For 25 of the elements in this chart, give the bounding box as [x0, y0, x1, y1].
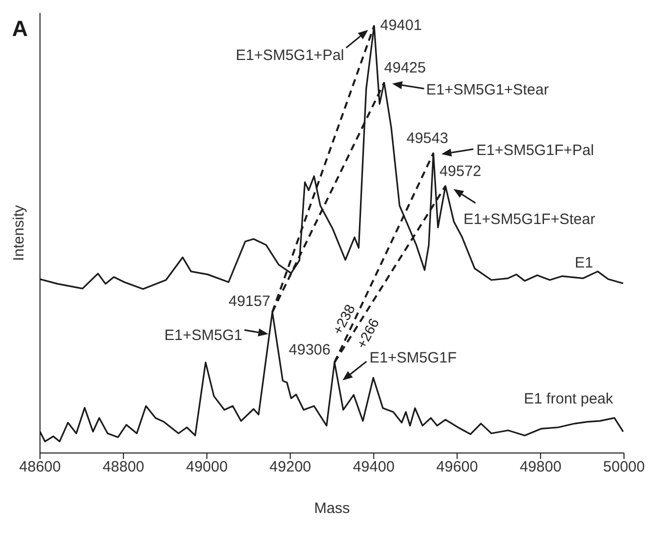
x-tick-label: 49200 — [269, 458, 312, 476]
annotation: 49572 — [439, 163, 482, 180]
annotation: 49425 — [384, 60, 426, 77]
text: A — [12, 16, 28, 41]
x-axis-title: Mass — [314, 500, 350, 517]
x-tick-label: 49800 — [520, 458, 562, 476]
annotation: 49543 — [406, 130, 448, 148]
annotation: E1+SM5G1+Stear — [426, 82, 549, 99]
annotation: E1+SM5G1 — [164, 327, 242, 344]
annotation: 49401 — [380, 16, 422, 34]
x-tick-label: 48800 — [102, 458, 144, 476]
annotation: E1+SM5G1F+Stear — [463, 211, 596, 228]
annotation: E1+SM5G1F — [370, 349, 457, 366]
x-tick-label: 49400 — [352, 458, 395, 476]
annotation: 49157 — [228, 293, 270, 310]
x-tick-label: 50000 — [603, 458, 645, 476]
x-tick-label: 48600 — [19, 458, 61, 476]
annotation: 49306 — [288, 341, 331, 358]
y-axis-title: Intensity — [10, 204, 28, 261]
annotation: E1+SM5G1F+Pal — [476, 142, 594, 160]
annotation: E1+SM5G1+Pal — [236, 46, 344, 64]
series-label: E1 — [574, 254, 594, 272]
series-label: E1 front peak — [524, 390, 614, 408]
x-tick-label: 49000 — [186, 458, 228, 476]
x-tick-label: 49600 — [436, 458, 478, 476]
